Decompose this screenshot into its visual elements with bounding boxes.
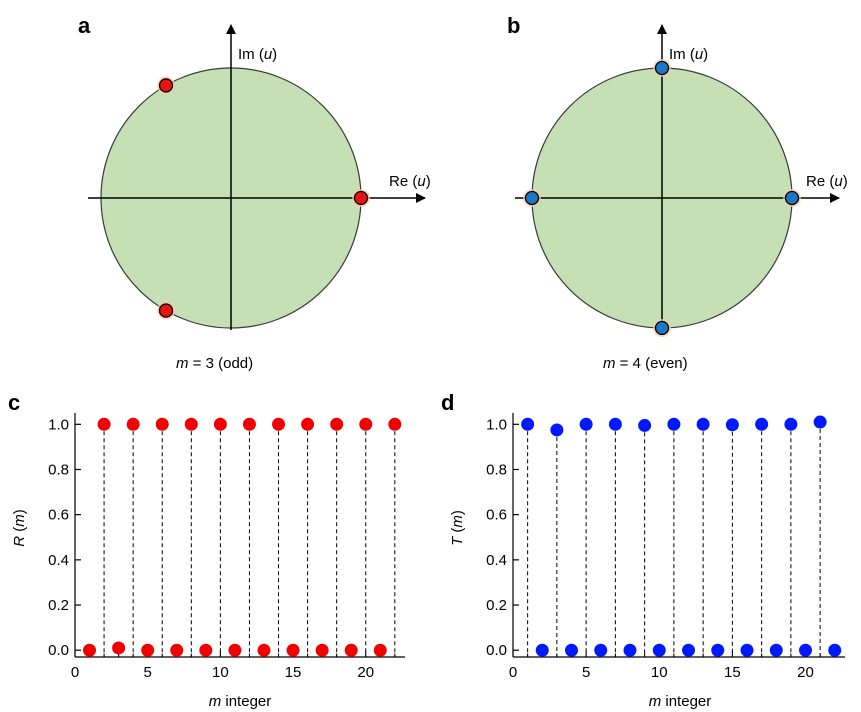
caption-a: m = 3 (odd)	[176, 355, 253, 372]
data-point-c-9	[199, 643, 213, 657]
x-tick-label-c-1: 5	[144, 664, 152, 681]
data-point-d-2	[535, 643, 549, 657]
x-tick-label-d-2: 10	[651, 664, 668, 681]
data-point-c-12	[242, 417, 256, 431]
x-tick-label-c-2: 10	[212, 664, 229, 681]
data-point-c-2	[97, 417, 111, 431]
data-point-d-5	[579, 417, 593, 431]
data-point-d-1	[521, 417, 535, 431]
y-tick-label-d-1: 0.2	[486, 597, 507, 614]
data-point-d-15	[725, 418, 739, 432]
x-tick-label-c-4: 20	[357, 664, 374, 681]
data-point-c-21	[373, 643, 387, 657]
data-point-d-9	[638, 418, 652, 432]
data-point-c-10	[213, 417, 227, 431]
ylabel-c: R (m)	[11, 509, 28, 547]
root-point-a-0	[353, 190, 369, 206]
data-point-d-6	[594, 643, 608, 657]
x-tick-label-d-0: 0	[509, 664, 517, 681]
panel-c: c 0.0 0.2 0.4 0.6 0.8 1.0 0 5 10 15 20 R (m) m int…	[8, 390, 405, 710]
data-point-c-15	[286, 643, 300, 657]
data-point-c-18	[330, 417, 344, 431]
im-axis-label-a: Im (u)	[238, 46, 277, 63]
y-tick-label-d-0: 0.0	[486, 642, 507, 659]
panel-d: d 0.0 0.2 0.4 0.6 0.8 1.0 0 5 10 15 20 T (m) m int…	[441, 390, 845, 710]
data-point-d-12	[682, 643, 696, 657]
re-axis-label-a: Re (u)	[389, 173, 431, 190]
panel-a: a Re (u) Im (u) m = 3 (odd)	[78, 13, 431, 372]
y-tick-label-c-5: 1.0	[48, 416, 69, 433]
x-tick-label-d-3: 15	[724, 664, 741, 681]
panel-letter-a: a	[78, 13, 91, 38]
panel-letter-d: d	[441, 390, 454, 415]
y-tick-label-d-4: 0.8	[486, 461, 507, 478]
data-point-c-8	[184, 417, 198, 431]
ylabel-d: T (m)	[449, 510, 466, 546]
data-point-c-4	[126, 417, 140, 431]
y-tick-label-c-1: 0.2	[48, 597, 69, 614]
data-point-c-14	[272, 417, 286, 431]
panel-letter-b: b	[507, 13, 520, 38]
data-point-c-20	[359, 417, 373, 431]
im-axis-label-b: Im (u)	[669, 46, 708, 63]
data-point-d-14	[711, 643, 725, 657]
data-point-d-4	[565, 643, 579, 657]
panel-b: b Re (u) Im (u) m = 4 (even)	[507, 13, 848, 372]
data-point-d-7	[608, 417, 622, 431]
data-point-c-7	[170, 643, 184, 657]
data-point-c-22	[388, 417, 402, 431]
data-point-c-5	[141, 643, 155, 657]
root-point-b-1	[654, 60, 670, 76]
root-point-b-0	[784, 190, 800, 206]
root-point-b-2	[524, 190, 540, 206]
re-axis-label-b: Re (u)	[806, 173, 848, 190]
data-point-d-20	[799, 643, 813, 657]
data-point-d-22	[828, 643, 842, 657]
data-point-d-11	[667, 417, 681, 431]
data-point-c-1	[83, 643, 97, 657]
root-point-a-1	[158, 78, 174, 93]
y-tick-label-d-3: 0.6	[486, 507, 507, 524]
data-point-c-13	[257, 643, 271, 657]
data-point-d-19	[784, 417, 798, 431]
data-point-d-13	[696, 417, 710, 431]
data-point-d-10	[652, 643, 666, 657]
data-point-d-3	[550, 423, 564, 437]
data-point-d-18	[769, 643, 783, 657]
data-point-c-19	[344, 643, 358, 657]
data-point-d-17	[755, 417, 769, 431]
y-tick-label-c-3: 0.6	[48, 507, 69, 524]
root-point-b-3	[654, 320, 670, 336]
y-tick-label-d-2: 0.4	[486, 552, 507, 569]
data-point-d-16	[740, 643, 754, 657]
y-tick-label-c-2: 0.4	[48, 552, 69, 569]
x-tick-label-c-3: 15	[285, 664, 302, 681]
data-point-c-6	[155, 417, 169, 431]
data-point-d-8	[623, 643, 637, 657]
x-tick-label-d-1: 5	[582, 664, 590, 681]
root-point-a-2	[158, 303, 174, 318]
x-tick-label-c-0: 0	[71, 664, 79, 681]
data-point-c-11	[228, 643, 242, 657]
data-point-c-17	[315, 643, 329, 657]
x-tick-label-d-4: 20	[797, 664, 814, 681]
plot-d: 0.0 0.2 0.4 0.6 0.8 1.0 0 5 10 15 20	[486, 413, 845, 681]
y-tick-label-c-4: 0.8	[48, 461, 69, 478]
caption-b: m = 4 (even)	[603, 355, 688, 372]
y-tick-label-c-0: 0.0	[48, 642, 69, 659]
xlabel-d: m integer	[649, 693, 712, 710]
roots-a	[157, 76, 370, 320]
roots-b	[523, 59, 801, 337]
data-point-d-21	[813, 415, 827, 429]
panel-letter-c: c	[8, 390, 20, 415]
xlabel-c: m integer	[209, 693, 272, 710]
data-point-c-16	[301, 417, 315, 431]
data-point-c-3	[112, 641, 126, 655]
plot-c: 0.0 0.2 0.4 0.6 0.8 1.0 0 5 10 15 20	[48, 413, 405, 681]
y-tick-label-d-5: 1.0	[486, 416, 507, 433]
